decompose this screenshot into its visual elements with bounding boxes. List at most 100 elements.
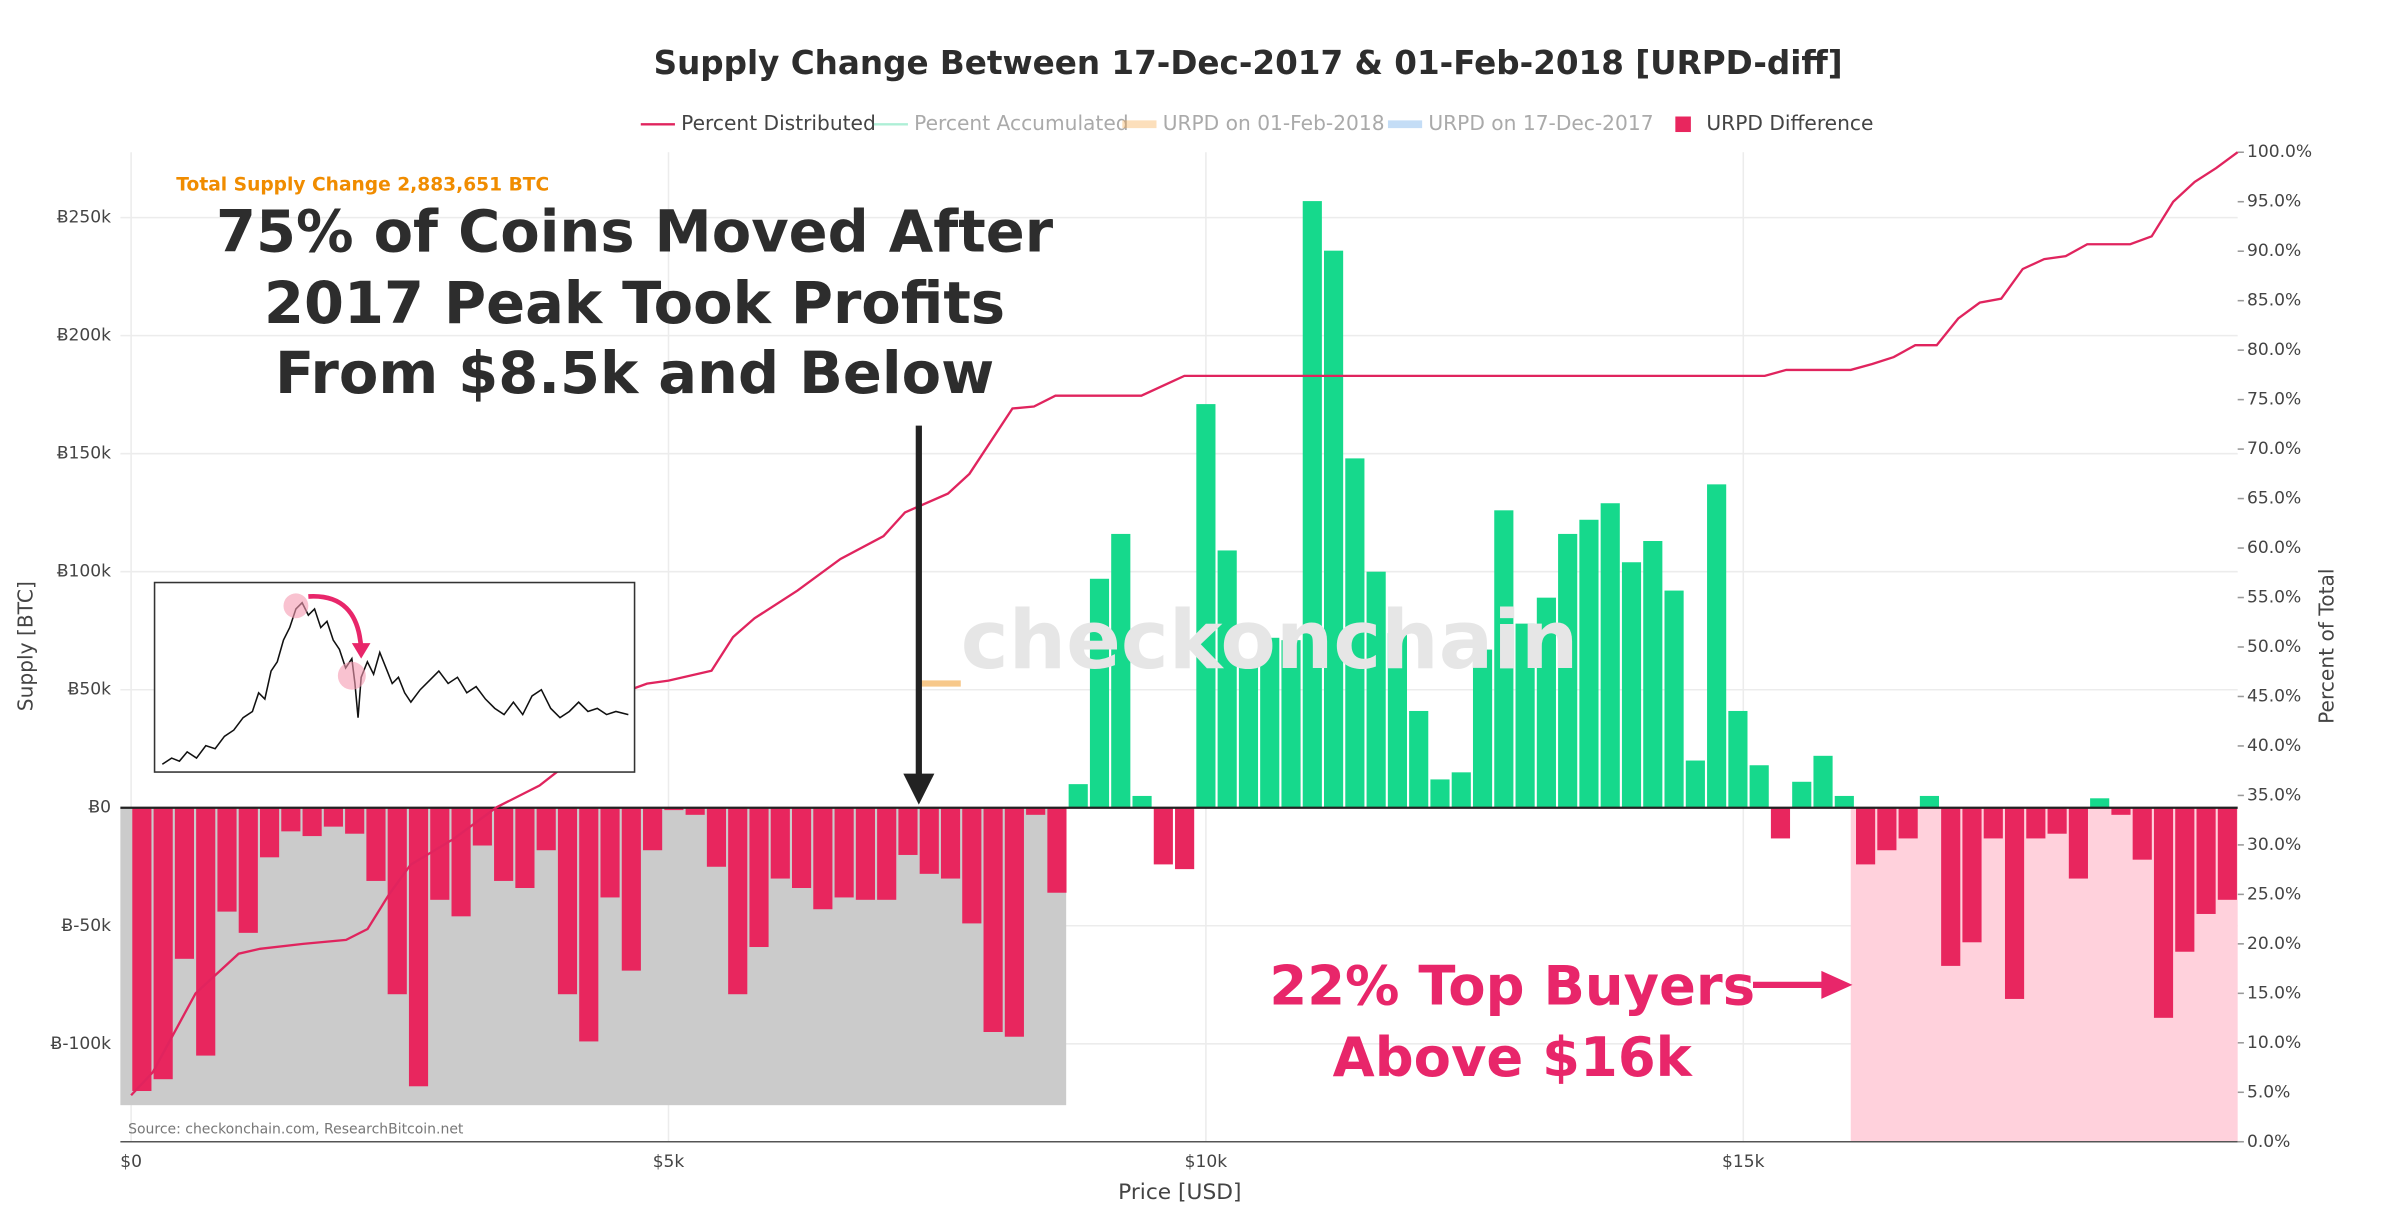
y2-tick-label: 50.0% [2247,637,2301,657]
bar [1919,795,1940,808]
bar [1856,807,1876,865]
callout-right: Above $16k [1333,1026,1694,1089]
bar [345,807,365,834]
bar [196,807,216,1056]
bar [472,807,492,846]
y2-tick-label: 35.0% [2247,785,2301,805]
y-tick-label: Ƀ-100k [51,1034,111,1054]
legend-symbol [1675,116,1691,133]
bar [664,807,684,811]
bar [1175,807,1195,870]
bar [259,807,280,858]
y2-tick-label: 10.0% [2247,1033,2301,1053]
bar [2196,807,2216,914]
bar [1877,807,1897,851]
watermark: checkonchain [961,594,1579,688]
chart-title: Supply Change Between 17-Dec-2017 & 01-F… [654,44,1843,82]
bar [387,807,407,995]
bar [1047,807,1067,893]
y-tick-label: Ƀ50k [68,680,111,700]
bar [1345,458,1365,808]
bar [940,807,961,879]
bar [366,807,386,881]
bar [1600,503,1620,808]
bar [1728,710,1748,808]
plot-layer [120,151,2244,1143]
bar [451,807,471,917]
y2-tick-label: 65.0% [2247,489,2301,509]
bar [983,807,1003,1032]
bar [579,807,599,1042]
bar [1898,807,1918,839]
y2-tick-label: 30.0% [2247,835,2301,855]
bar [1217,550,1237,808]
bar [1579,519,1599,808]
bar [1983,807,2003,839]
y2-tick-label: 80.0% [2247,340,2301,360]
bar [855,807,875,900]
bar [281,807,301,832]
bar [1089,578,1110,808]
y2-tick-label: 95.0% [2247,192,2301,212]
bar [2026,807,2046,839]
y-tick-label: Ƀ100k [57,562,111,582]
y2-tick-label: 55.0% [2247,588,2301,608]
bar [1643,541,1663,808]
watermark-mark [920,680,961,687]
bar [621,807,641,971]
bar [2217,807,2237,900]
y-tick-label: Ƀ-50k [62,916,112,936]
bar [1366,571,1386,808]
bar [1387,633,1407,808]
bar [1515,623,1535,808]
bar [2175,807,2195,952]
y2-axis-title: Percent of Total [2314,569,2338,724]
bar [1153,807,1173,865]
bar [238,807,258,933]
callout-right: 22% Top Buyers [1269,955,1755,1018]
y2-tick-label: 15.0% [2247,983,2301,1003]
y2-tick-label: 70.0% [2247,439,2301,459]
legend-label: Percent Accumulated [914,111,1128,135]
bar [1004,807,1024,1037]
y-axis-title: Supply [BTC] [14,581,38,711]
bar [791,807,812,889]
bar [600,807,620,898]
bar [302,807,322,837]
bar [1111,533,1131,808]
bar [1962,807,1982,943]
legend-label: URPD Difference [1706,111,1873,135]
y-tick-label: Ƀ0 [88,798,111,818]
bar [706,807,727,867]
y2-tick-label: 60.0% [2247,538,2301,558]
bar [217,807,237,912]
y2-tick-label: 5.0% [2247,1082,2290,1102]
bar [2004,807,2025,999]
bar [1770,807,1791,839]
bar [1132,795,1152,808]
line-series [130,151,2239,1097]
highlight-region [1850,807,2238,1142]
y2-tick-label: 85.0% [2247,291,2301,311]
bar [770,807,790,879]
bar [1494,510,1514,808]
bar [1451,772,1471,808]
x-tick-label: $5k [653,1152,685,1172]
bar [643,807,663,851]
bar [1558,533,1578,808]
bar [323,807,343,827]
y-tick-label: Ƀ200k [57,326,111,346]
bar [1260,637,1280,808]
bar [962,807,982,924]
x-tick-label: $15k [1722,1152,1765,1172]
bar [834,807,854,898]
bar [1834,795,1854,808]
bar [1536,597,1556,808]
bar [536,807,556,851]
bar [1026,807,1046,815]
legend-label: URPD on 01-Feb-2018 [1163,111,1385,135]
bar [430,807,450,900]
y2-tick-label: 90.0% [2247,241,2301,261]
bar [1664,590,1684,808]
